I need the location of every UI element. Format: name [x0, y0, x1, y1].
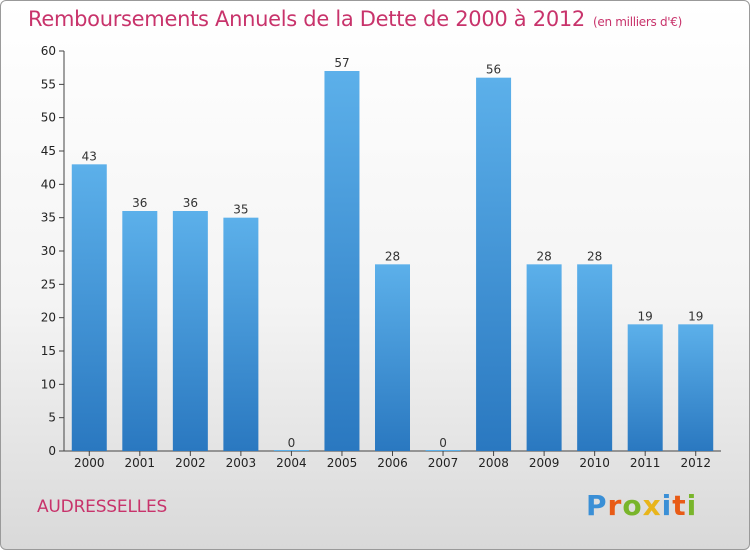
y-tick-label: 50: [41, 111, 56, 125]
bar-value-label: 28: [587, 249, 602, 263]
bar-value-label: 0: [439, 436, 447, 450]
x-tick-label: 2009: [529, 456, 560, 470]
y-tick-label: 35: [41, 211, 56, 225]
bar-value-label: 36: [132, 196, 147, 210]
bar-value-label: 19: [638, 309, 653, 323]
x-tick-label: 2004: [276, 456, 307, 470]
y-tick-label: 55: [41, 77, 56, 91]
bar: [476, 77, 512, 452]
bar: [627, 324, 663, 451]
x-tick-label: 2003: [226, 456, 257, 470]
x-tick-label: 2000: [74, 456, 105, 470]
bars: 43 36 36 35 0 57 28 0 56 28 28 19 19: [71, 56, 714, 452]
chart-title: Remboursements Annuels de la Dette de 20…: [28, 7, 585, 31]
bar: [678, 324, 714, 451]
y-tick-label: 0: [48, 444, 56, 458]
logo-letter: i: [661, 489, 673, 522]
x-tick-label: 2006: [377, 456, 408, 470]
commune-name: AUDRESSELLES: [37, 497, 168, 517]
bar-value-label: 35: [233, 203, 248, 217]
bar: [577, 264, 613, 451]
y-tick-label: 15: [41, 344, 56, 358]
bar: [324, 71, 360, 451]
logo-letter: o: [622, 489, 643, 522]
bar-value-label: 19: [688, 309, 703, 323]
logo-letter: x: [642, 489, 662, 522]
bar-value-label: 56: [486, 63, 501, 77]
bar-value-label: 57: [334, 56, 349, 70]
y-tick-label: 10: [41, 377, 56, 391]
y-tick-label: 5: [48, 411, 56, 425]
bar-value-label: 28: [385, 249, 400, 263]
bar: [375, 264, 410, 451]
logo-letter: P: [586, 489, 608, 522]
x-tick-label: 2010: [579, 456, 610, 470]
logo-letter: t: [672, 489, 687, 522]
y-tick-label: 20: [41, 311, 56, 325]
logo-letter: i: [686, 489, 698, 522]
bar: [526, 264, 562, 451]
logo-letter: r: [607, 489, 623, 522]
y-tick-label: 40: [41, 177, 56, 191]
y-tick-label: 30: [41, 244, 56, 258]
y-tick-label: 45: [41, 144, 56, 158]
bar-value-label: 36: [183, 196, 198, 210]
x-tick-label: 2002: [175, 456, 206, 470]
proxiti-logo[interactable]: Proxiti: [586, 489, 697, 522]
bar: [71, 164, 107, 452]
axes: 0 5 10 15 20 25 30 35 40 45 50 55 60 2000 2001 2002 2003…: [41, 44, 721, 470]
x-tick-label: 2001: [125, 456, 156, 470]
bar-value-label: 28: [536, 249, 551, 263]
x-tick-label: 2012: [680, 456, 711, 470]
chart-title-block: Remboursements Annuels de la Dette de 20…: [28, 7, 682, 31]
x-tick-label: 2005: [327, 456, 358, 470]
x-tick-label: 2011: [630, 456, 661, 470]
y-tick-label: 25: [41, 277, 56, 291]
bar-value-label: 0: [288, 436, 296, 450]
y-tick-label: 60: [41, 44, 56, 58]
x-tick-label: 2008: [478, 456, 509, 470]
bar: [223, 217, 259, 451]
chart-unit: (en milliers d'€): [593, 15, 683, 29]
bar-value-label: 43: [82, 149, 97, 163]
bar: [172, 211, 208, 451]
bar: [122, 211, 158, 451]
x-tick-label: 2007: [428, 456, 459, 470]
